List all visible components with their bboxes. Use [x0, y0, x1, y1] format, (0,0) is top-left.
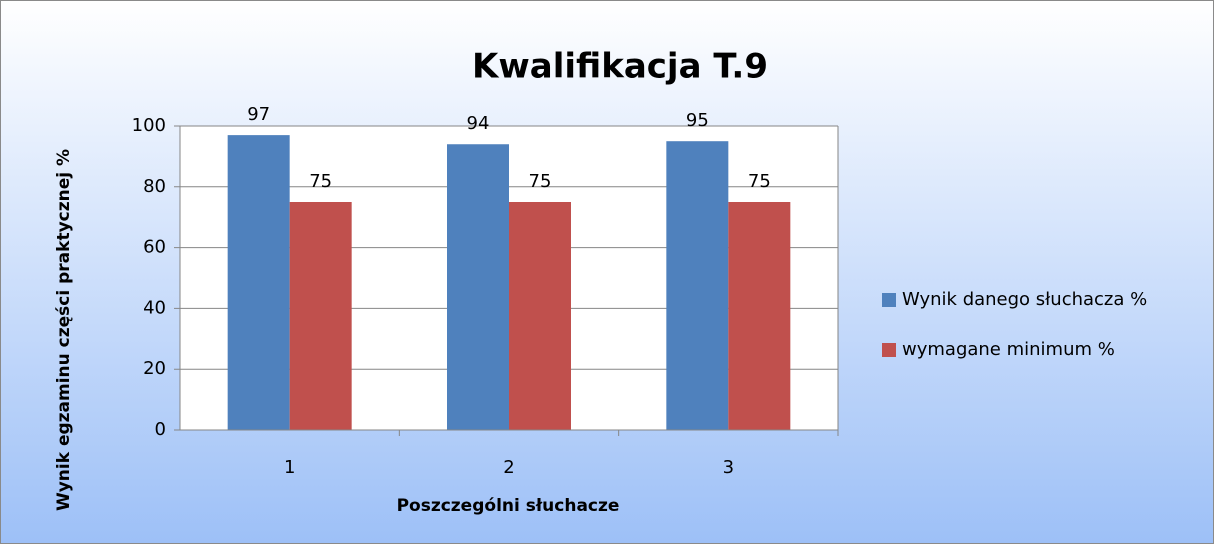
bar: [666, 141, 729, 430]
x-tick-label: 1: [284, 457, 295, 478]
y-axis-title: Wynik egzaminu części praktycznej %: [54, 149, 74, 511]
data-label: 75: [748, 171, 771, 192]
bar: [447, 144, 509, 431]
data-label: 94: [467, 113, 490, 134]
data-label: 75: [529, 171, 552, 192]
legend-label: Wynik danego słuchacza %: [902, 289, 1147, 310]
bar: [227, 135, 290, 430]
y-tick-label: 80: [143, 176, 166, 197]
y-tick-label: 0: [155, 419, 166, 440]
y-tick-label: 20: [143, 358, 166, 379]
bar: [509, 202, 571, 430]
y-tick-label: 60: [143, 237, 166, 258]
legend-swatch: [882, 293, 896, 307]
legend-swatch: [882, 343, 896, 357]
x-axis-title: Poszczególni słuchacze: [397, 496, 620, 516]
bar: [728, 202, 791, 430]
y-tick-label: 100: [132, 115, 166, 136]
y-tick-label: 40: [143, 297, 166, 318]
bar: [289, 202, 352, 430]
data-label: 75: [309, 171, 332, 192]
data-label: 97: [247, 104, 270, 125]
legend-label: wymagane minimum %: [902, 339, 1115, 360]
x-tick-label: 3: [723, 457, 734, 478]
data-label: 95: [686, 110, 709, 131]
chart-title: Kwalifikacja T.9: [472, 47, 768, 87]
x-tick-label: 2: [503, 457, 514, 478]
